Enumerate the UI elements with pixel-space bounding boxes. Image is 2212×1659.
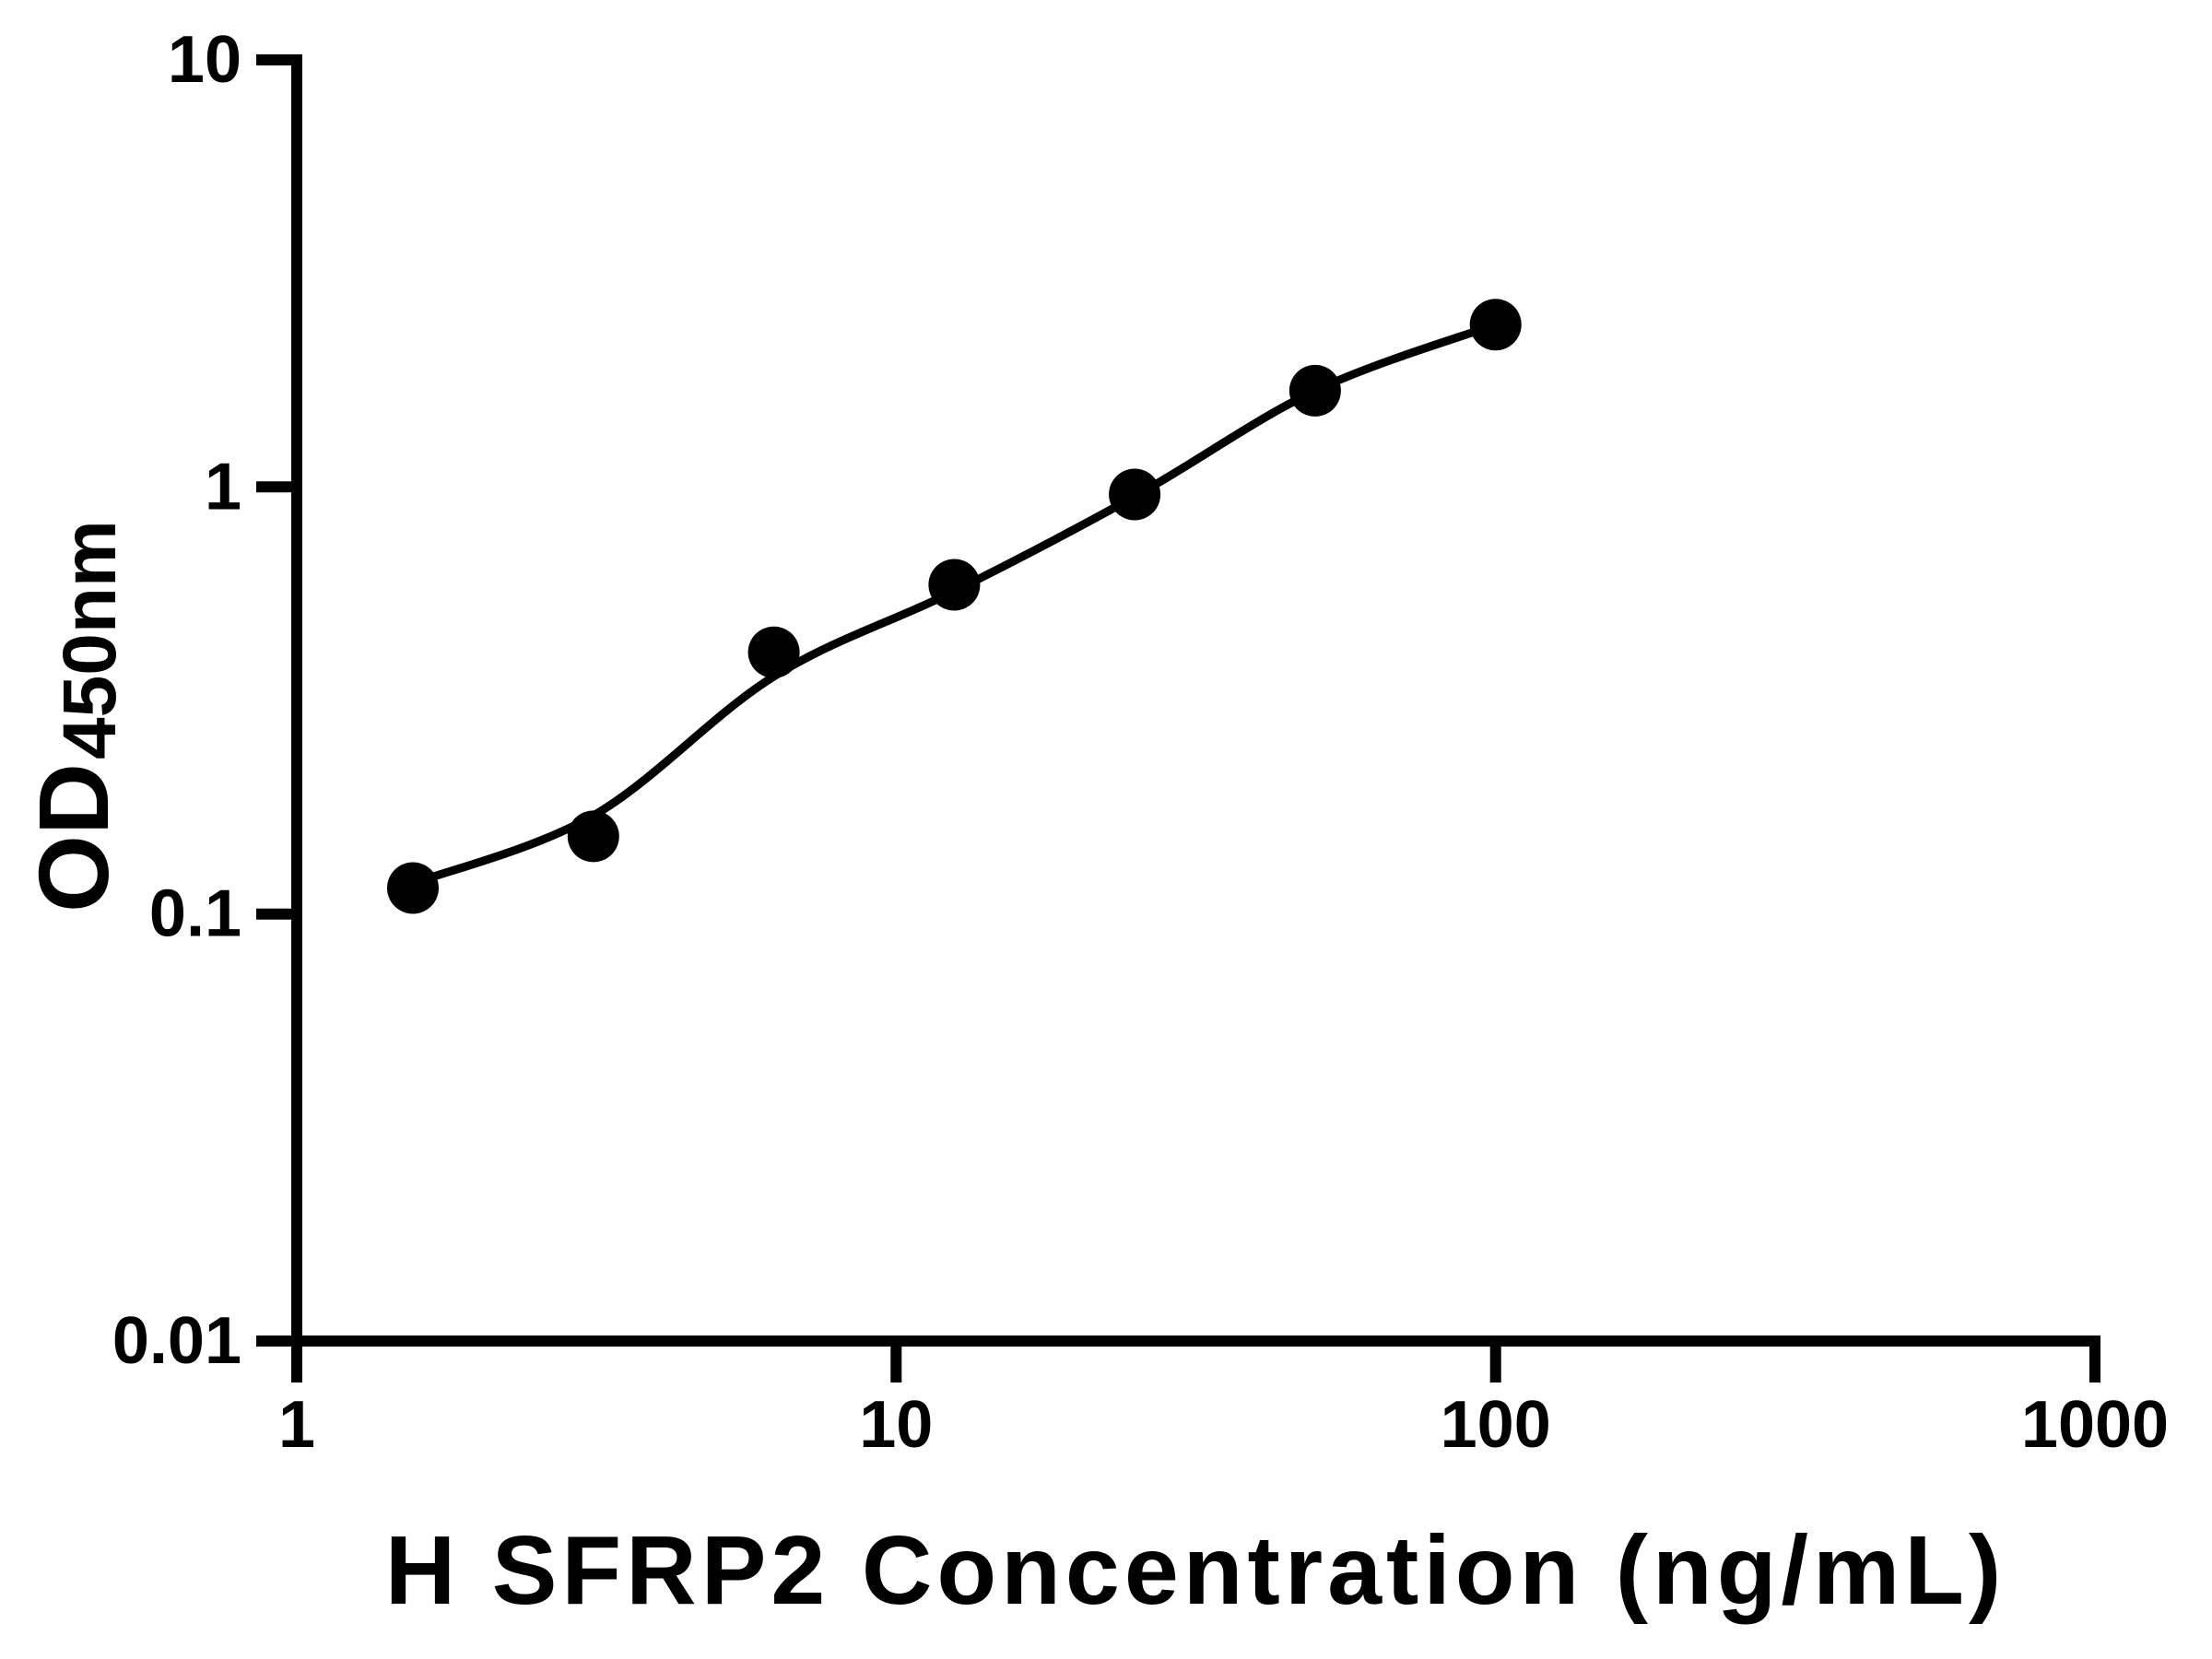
y-tick-label: 0.01 [112, 1304, 241, 1378]
x-tick-label: 1 [278, 1388, 315, 1462]
data-point [1109, 468, 1161, 521]
axes: 0.01 0.1 1 10 1 10 100 1000 [112, 23, 2169, 1462]
data-point [387, 862, 439, 914]
y-tick-label: 0.1 [149, 877, 241, 951]
x-tick-label: 100 [1441, 1388, 1551, 1462]
data-point [1288, 364, 1341, 417]
axis-frame [256, 54, 2100, 1382]
y-tick-label: 10 [168, 23, 241, 97]
y-axis-ticks [256, 54, 297, 1347]
data-point [747, 626, 800, 678]
y-axis-title-subscript: 450nm [48, 520, 132, 759]
x-axis-tick-labels: 1 10 100 1000 [278, 1388, 2169, 1462]
data-points [387, 299, 1522, 914]
y-axis-tick-labels: 0.01 0.1 1 10 [112, 23, 241, 1378]
x-tick-label: 10 [859, 1388, 933, 1462]
x-axis-ticks [291, 1341, 2100, 1382]
x-tick-label: 1000 [2021, 1388, 2169, 1462]
data-point [1469, 299, 1522, 351]
y-tick-label: 1 [205, 450, 241, 524]
x-axis-title: H SFRP2 Concentration (ng/mL) [385, 1516, 2006, 1625]
y-axis-title-main: OD [18, 763, 129, 912]
data-point [567, 810, 619, 863]
y-axis-title: OD 450nm [18, 520, 132, 912]
data-point [928, 559, 981, 611]
